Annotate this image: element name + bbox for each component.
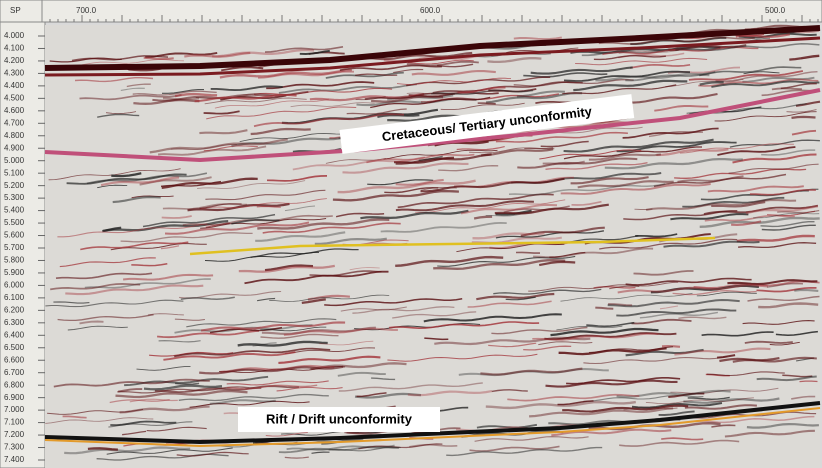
reflector (175, 383, 199, 384)
reflector (794, 290, 818, 291)
left-axis-label: 7.300 (4, 443, 25, 452)
left-axis-label: 6.400 (4, 330, 25, 339)
left-axis-label: 5.100 (4, 168, 25, 177)
seismic-view: SP 700.0 600.0 500.0 4.000 4.100 4.200 4.30… (0, 0, 822, 468)
reflector (792, 117, 816, 118)
left-axis-label: 5.600 (4, 231, 25, 240)
left-axis-label: 4.500 (4, 93, 25, 102)
left-axis-label: 5.800 (4, 256, 25, 265)
left-axis-label: 6.800 (4, 380, 25, 389)
left-axis-label: 5.300 (4, 193, 25, 202)
left-axis-label: 6.100 (4, 293, 25, 302)
reflector (595, 308, 613, 309)
reflector (144, 58, 174, 59)
left-axis-label: 4.700 (4, 118, 25, 127)
left-axis-label: 5.900 (4, 268, 25, 277)
left-axis-label: 5.700 (4, 243, 25, 252)
reflector (516, 252, 540, 253)
left-axis-label: 5.400 (4, 206, 25, 215)
left-axis-label: 6.600 (4, 355, 25, 364)
left-axis-label: 4.000 (4, 31, 25, 40)
left-axis-label: 6.500 (4, 343, 25, 352)
top-axis-label: 500.0 (765, 6, 786, 15)
left-axis-label: 6.300 (4, 318, 25, 327)
left-axis-label: 4.900 (4, 143, 25, 152)
top-axis-bar (0, 0, 822, 22)
left-axis-label: 7.100 (4, 418, 25, 427)
page: SP 700.0 600.0 500.0 4.000 4.100 4.200 4.30… (0, 0, 822, 468)
left-axis-label: 6.200 (4, 305, 25, 314)
left-axis-label: 5.000 (4, 156, 25, 165)
left-axis-label: 5.500 (4, 218, 25, 227)
left-axis-label: 4.200 (4, 56, 25, 65)
reflector (257, 207, 281, 208)
left-axis-label: 6.000 (4, 281, 25, 290)
left-axis-label: 4.300 (4, 69, 25, 78)
left-axis-label: 5.200 (4, 181, 25, 190)
left-axis-label: 7.000 (4, 405, 25, 414)
left-axis-label: 4.400 (4, 81, 25, 90)
left-axis-label: 6.700 (4, 368, 25, 377)
left-axis-label: 7.200 (4, 430, 25, 439)
reflector (800, 381, 818, 382)
left-axis-label: 7.400 (4, 455, 25, 464)
left-axis-label: 4.600 (4, 106, 25, 115)
reflector (88, 448, 118, 449)
left-axis-label: 4.100 (4, 44, 25, 53)
left-axis-label: 4.800 (4, 131, 25, 140)
reflector (745, 342, 793, 343)
top-axis-label: SP (10, 6, 21, 15)
left-axis-label: 6.900 (4, 393, 25, 402)
reflector (719, 358, 779, 361)
reflector (478, 103, 496, 104)
reflector (772, 88, 802, 89)
top-axis-label: 700.0 (76, 6, 97, 15)
top-axis-label: 600.0 (420, 6, 441, 15)
annotation-text: Rift / Drift unconformity (266, 411, 413, 426)
